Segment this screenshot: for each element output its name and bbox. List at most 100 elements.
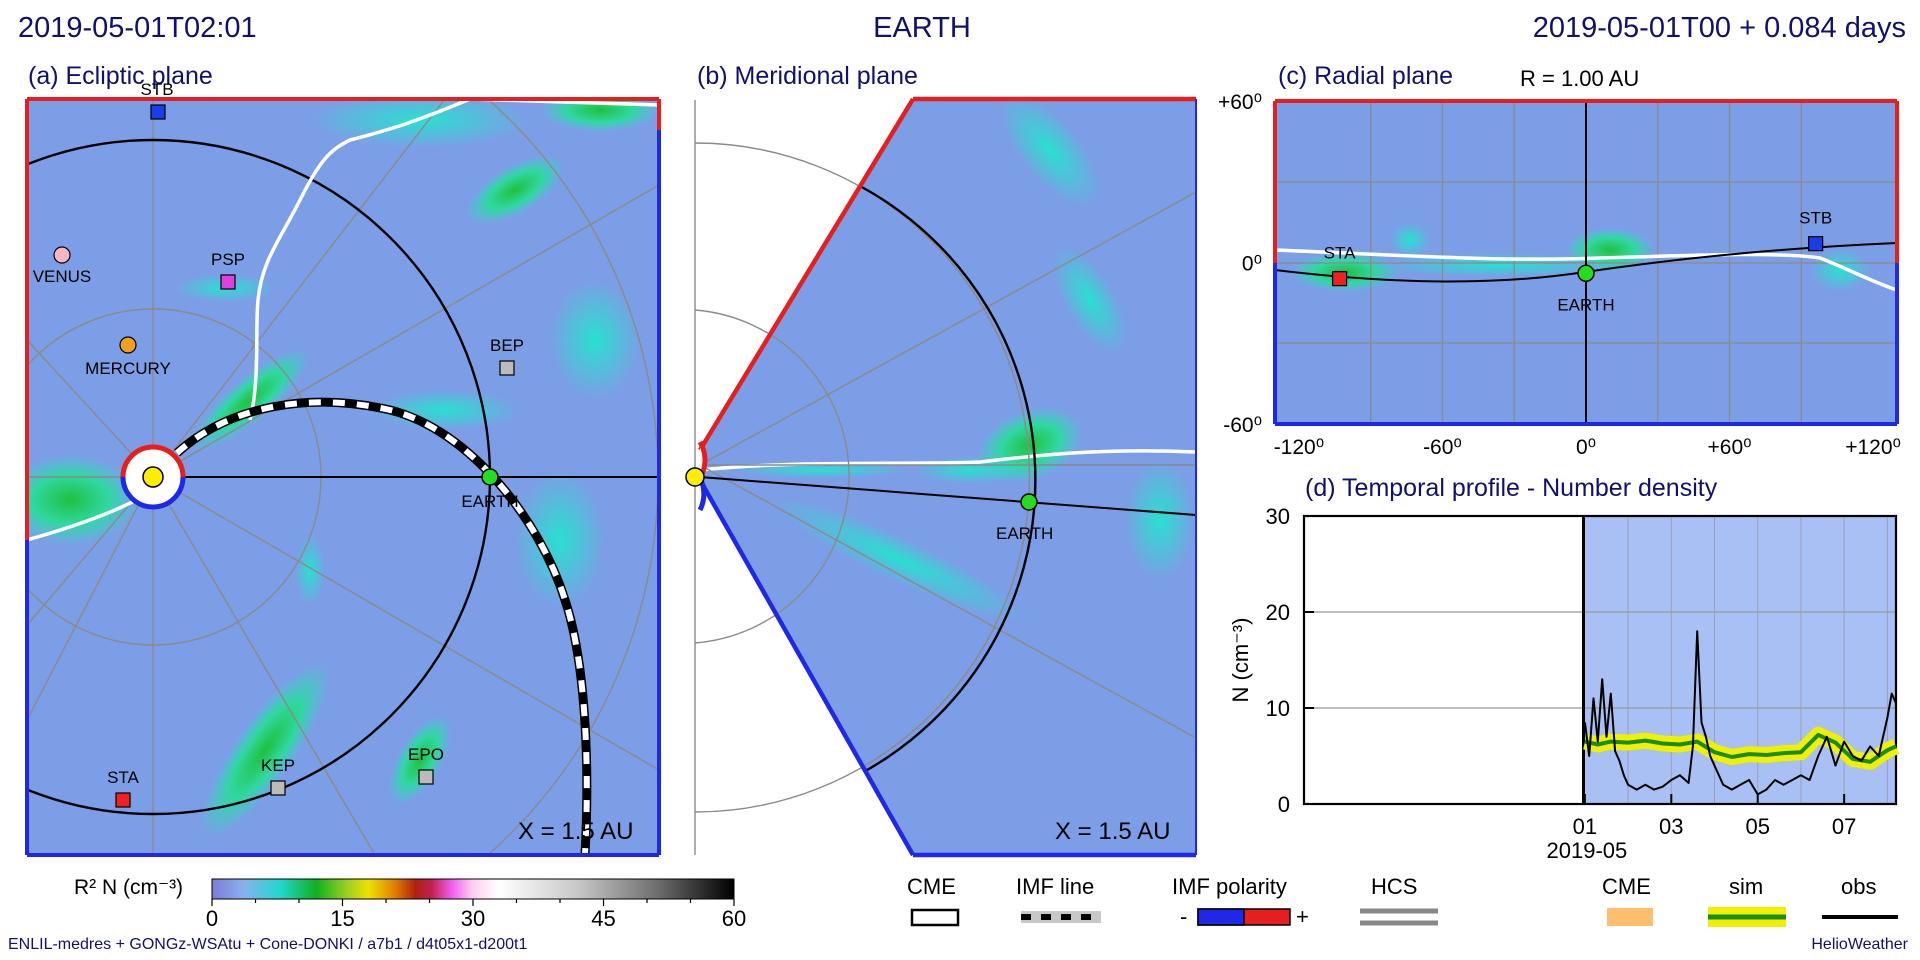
- header-center-title: EARTH: [873, 12, 971, 44]
- stb-marker: [1808, 236, 1824, 252]
- legend-imf-line-label: IMF line: [1016, 874, 1095, 899]
- mercury-marker: [119, 336, 137, 354]
- legend-cme-label: CME: [907, 874, 956, 899]
- meridional-panel: [685, 96, 1197, 858]
- hcs-line: [1275, 248, 1897, 292]
- radial-x-tick-label: -60⁰: [1423, 436, 1462, 459]
- radial-x-tick-label: +60⁰: [1708, 436, 1752, 459]
- density-feature: [295, 535, 325, 605]
- imf-line: [248, 99, 659, 421]
- temporal-chart: 0 10 20 30 01 03 05 07 2019-05 N (cm⁻³): [1228, 504, 1900, 863]
- bep-marker: [499, 360, 515, 376]
- stb-label: STB: [1799, 209, 1832, 228]
- cme-front-dash: [174, 399, 590, 855]
- radial-x-tick-label: -120⁰: [1274, 436, 1324, 459]
- colorbar: 0 15 30 45 60: [206, 878, 746, 931]
- density-feature: [515, 470, 605, 610]
- radial-panel-title: (c) Radial plane: [1278, 62, 1454, 90]
- earth-label: EARTH: [461, 492, 518, 511]
- legend-sim-label: sim: [1729, 874, 1764, 899]
- temporal-x-tick-label: 05: [1745, 814, 1769, 839]
- temporal-axes-frame: [1302, 514, 1898, 806]
- temporal-y-tick-label: 0: [1278, 792, 1290, 817]
- density-feature: [465, 155, 565, 225]
- epo-marker: [418, 769, 434, 785]
- bep-label: BEP: [490, 336, 524, 355]
- radial-panel: STA EARTH STB -120⁰ -60⁰ 0⁰ +60⁰ +120⁰ +60⁰ 0⁰ -6…: [1218, 91, 1901, 459]
- psp-marker: [220, 274, 236, 290]
- legend-polarity-swatch: [1197, 908, 1245, 926]
- colorbar-tick-label: 0: [206, 906, 218, 931]
- temporal-x-tick-label: 03: [1659, 814, 1683, 839]
- psp-label: PSP: [211, 250, 245, 269]
- sim-series-line: [1584, 732, 1897, 764]
- temporal-panel-title: (d) Temporal profile - Number density: [1305, 474, 1718, 502]
- temporal-y-tick-label: 20: [1266, 600, 1290, 625]
- colorbar-tick-label: 30: [461, 906, 485, 931]
- legend-cme2-label: CME: [1602, 874, 1651, 899]
- colorbar-gradient: [211, 878, 735, 900]
- density-feature: [550, 280, 640, 400]
- earth-marker: [481, 468, 499, 486]
- footer-model-info: ENLIL-medres + GONGz-WSAtu + Cone-DONKI …: [8, 936, 528, 953]
- stb-marker: [150, 104, 166, 120]
- temporal-y-axis-label: N (cm⁻³): [1228, 618, 1253, 703]
- legend-obs-label: obs: [1841, 874, 1877, 899]
- venus-marker: [53, 246, 71, 264]
- ecliptic-panel: STB VENUS PSP MERCURY BEP EARTH STA KEP …: [25, 80, 661, 857]
- temporal-x-tick-label: 07: [1832, 814, 1856, 839]
- stb-label: STB: [140, 80, 173, 99]
- meridional-earth-label: EARTH: [996, 524, 1054, 543]
- earth-orbit-meridional: [857, 183, 1037, 777]
- sta-label: STA: [107, 768, 139, 787]
- radial-y-tick-label: +60⁰: [1218, 91, 1262, 114]
- venus-label: VENUS: [33, 267, 92, 286]
- radial-panel-subtitle: R = 1.00 AU: [1520, 66, 1640, 91]
- epo-label: EPO: [408, 745, 444, 764]
- sun-icon: [685, 467, 705, 487]
- density-feature: [27, 455, 140, 545]
- sun-icon: [142, 466, 164, 488]
- earth-direction: [699, 476, 1197, 516]
- density-feature: [540, 99, 659, 132]
- colorbar-tick-label: 45: [591, 906, 615, 931]
- meridional-panel-title: (b) Meridional plane: [697, 62, 918, 90]
- earth-label: EARTH: [1557, 295, 1614, 314]
- sun-boundary-negative: [120, 476, 186, 510]
- legend-cme-swatch: [910, 908, 960, 927]
- header-left-time: 2019-05-01T02:01: [18, 12, 257, 44]
- temporal-y-tick-label: 10: [1266, 696, 1290, 721]
- radial-x-tick-label: +120⁰: [1845, 436, 1901, 459]
- legend-cme2-swatch: [1607, 908, 1653, 926]
- legend-polarity-minus: -: [1180, 904, 1188, 929]
- radial-y-tick-label: 0⁰: [1242, 253, 1262, 276]
- header-right-time: 2019-05-01T00 + 0.084 days: [1532, 12, 1906, 44]
- mercury-label: MERCURY: [85, 359, 171, 378]
- footer-brand: HelioWeather: [1811, 936, 1908, 953]
- legend-imf-polarity-label: IMF polarity: [1172, 874, 1287, 899]
- temporal-x-sublabel: 2019-05: [1547, 838, 1628, 863]
- legend-hcs-label: HCS: [1371, 874, 1418, 899]
- temporal-y-tick-label: 30: [1266, 504, 1290, 529]
- kep-label: KEP: [261, 756, 295, 775]
- colorbar-tick-label: 60: [722, 906, 746, 931]
- sun-boundary-positive: [120, 444, 186, 478]
- colorbar-tick-label: 15: [330, 906, 354, 931]
- density-feature: [199, 662, 331, 838]
- sta-label: STA: [1324, 244, 1356, 263]
- kep-marker: [270, 780, 286, 796]
- density-feature: [388, 715, 452, 805]
- sta-marker: [115, 792, 131, 808]
- radial-x-tick-label: 0⁰: [1576, 436, 1596, 459]
- ecliptic-scale-label: X = 1.5 AU: [518, 818, 634, 845]
- colorbar-label: R² N (cm⁻³): [74, 876, 184, 899]
- temporal-x-tick-label: 01: [1573, 814, 1597, 839]
- earth-marker: [1020, 493, 1038, 511]
- sta-marker: [1331, 271, 1348, 287]
- ecliptic-panel-title: (a) Ecliptic plane: [28, 62, 213, 90]
- earth-marker: [1577, 264, 1595, 283]
- obs-series-line: [1583, 630, 1897, 796]
- meridional-scale-label: X = 1.5 AU: [1055, 818, 1171, 845]
- legend: [910, 907, 1898, 927]
